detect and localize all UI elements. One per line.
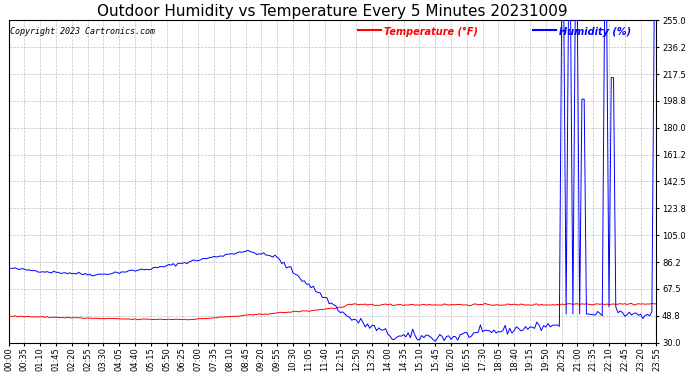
Text: Temperature (°F): Temperature (°F) (384, 27, 478, 37)
Text: Humidity (%): Humidity (%) (559, 27, 631, 37)
Text: Copyright 2023 Cartronics.com: Copyright 2023 Cartronics.com (10, 27, 155, 36)
Title: Outdoor Humidity vs Temperature Every 5 Minutes 20231009: Outdoor Humidity vs Temperature Every 5 … (97, 4, 568, 19)
